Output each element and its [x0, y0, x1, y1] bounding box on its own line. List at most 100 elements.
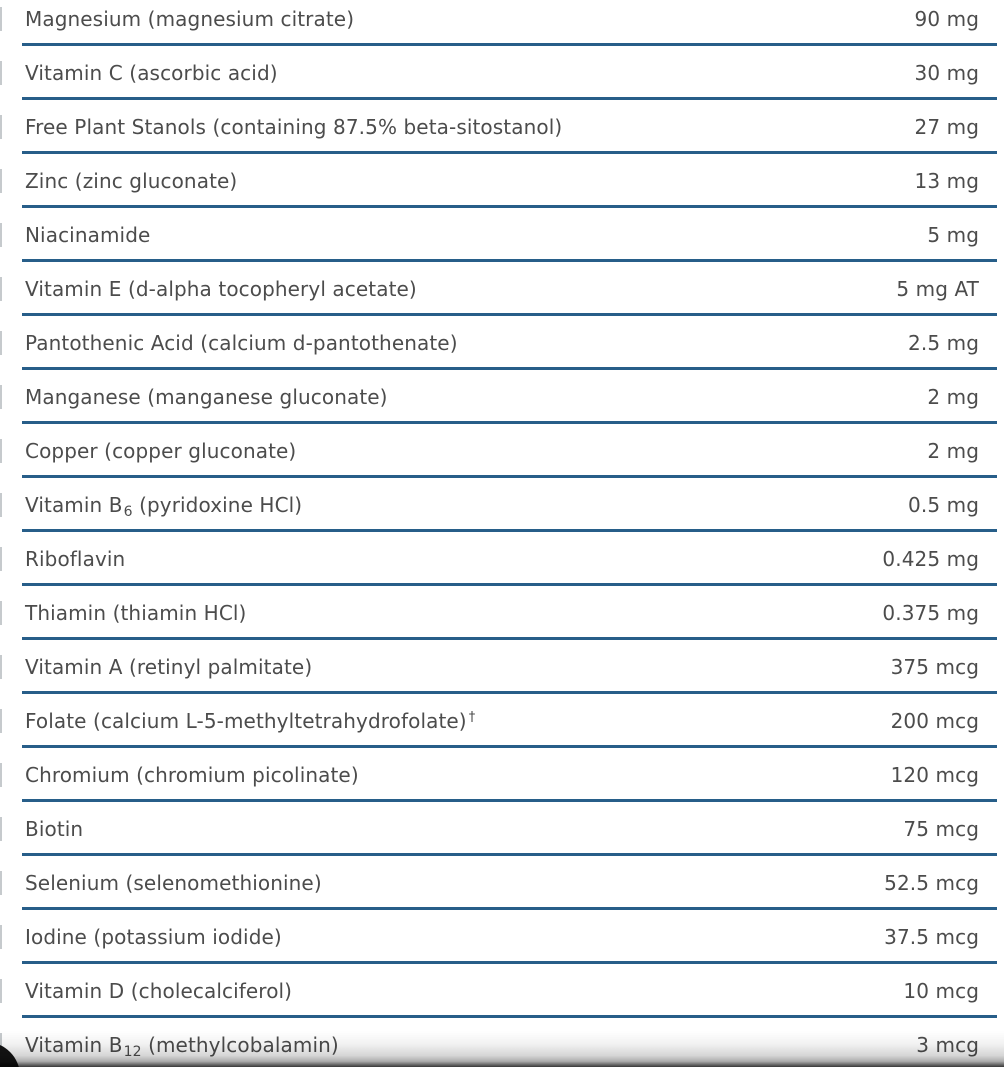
- ingredient-amount: 200 mcg: [890, 709, 979, 733]
- ingredient-amount: 75 mcg: [903, 817, 979, 841]
- ingredient-amount: 2 mg: [927, 439, 979, 463]
- ingredient-name: Manganese (manganese gluconate): [22, 385, 390, 409]
- ingredient-name: Niacinamide: [22, 223, 152, 247]
- table-row: Riboflavin 0.425 mg: [0, 532, 997, 586]
- ingredient-name: Folate (calcium L-5-methyltetrahydrofola…: [22, 709, 475, 733]
- left-edge-tick: [0, 493, 2, 517]
- table-row: Pantothenic Acid (calcium d-pantothenate…: [0, 316, 997, 370]
- table-row: Zinc (zinc gluconate) 13 mg: [0, 154, 997, 208]
- ingredient-name: Vitamin D (cholecalciferol): [22, 979, 294, 1003]
- ingredient-name-text: Thiamin (thiamin HCl): [25, 601, 247, 625]
- ingredient-name: Riboflavin: [22, 547, 127, 571]
- ingredient-name-text: Folate (calcium L-5-methyltetrahydrofola…: [25, 709, 467, 733]
- ingredient-amount: 3 mcg: [916, 1033, 979, 1057]
- table-row: Vitamin B12 (methylcobalamin) 3 mcg: [0, 1018, 997, 1067]
- ingredient-amount: 37.5 mcg: [884, 925, 979, 949]
- ingredient-name-text: Free Plant Stanols (containing 87.5% bet…: [25, 115, 563, 139]
- table-row: Selenium (selenomethionine) 52.5 mcg: [0, 856, 997, 910]
- ingredient-name: Selenium (selenomethionine): [22, 871, 324, 895]
- table-row: Folate (calcium L-5-methyltetrahydrofola…: [0, 694, 997, 748]
- table-row: Vitamin B6 (pyridoxine HCl) 0.5 mg: [0, 478, 997, 532]
- ingredient-name-subscript: 12: [123, 1044, 142, 1060]
- ingredient-name: Pantothenic Acid (calcium d-pantothenate…: [22, 331, 460, 355]
- left-edge-tick: [0, 817, 2, 841]
- left-edge-tick: [0, 601, 2, 625]
- left-edge-tick: [0, 61, 2, 85]
- ingredient-amount: 2.5 mg: [908, 331, 979, 355]
- ingredient-amount: 0.5 mg: [908, 493, 979, 517]
- left-edge-tick: [0, 763, 2, 787]
- ingredient-amount: 30 mg: [914, 61, 979, 85]
- left-edge-tick: [0, 115, 2, 139]
- left-edge-tick: [0, 871, 2, 895]
- left-edge-tick: [0, 385, 2, 409]
- ingredient-name: Zinc (zinc gluconate): [22, 169, 239, 193]
- ingredient-name-text: Vitamin B: [25, 1033, 123, 1057]
- table-row: Vitamin C (ascorbic acid) 30 mg: [0, 46, 997, 100]
- ingredient-name: Magnesium (magnesium citrate): [22, 7, 356, 31]
- left-edge-tick: [0, 331, 2, 355]
- ingredient-amount: 0.425 mg: [882, 547, 979, 571]
- ingredient-name-text: Vitamin A (retinyl palmitate): [25, 655, 313, 679]
- table-row: Biotin 75 mcg: [0, 802, 997, 856]
- ingredient-name-text: Pantothenic Acid (calcium d-pantothenate…: [25, 331, 458, 355]
- table-row: Copper (copper gluconate) 2 mg: [0, 424, 997, 478]
- corner-logo-fragment-icon: [0, 1042, 20, 1067]
- ingredient-amount: 120 mcg: [890, 763, 979, 787]
- left-edge-tick: [0, 655, 2, 679]
- table-row: Free Plant Stanols (containing 87.5% bet…: [0, 100, 997, 154]
- ingredient-name-text: Vitamin E (d-alpha tocopheryl acetate): [25, 277, 417, 301]
- ingredient-amount: 52.5 mcg: [884, 871, 979, 895]
- ingredient-name: Chromium (chromium picolinate): [22, 763, 361, 787]
- ingredient-name: Vitamin B6 (pyridoxine HCl): [22, 493, 303, 520]
- ingredient-name: Copper (copper gluconate): [22, 439, 298, 463]
- left-edge-tick: [0, 223, 2, 247]
- ingredient-amount: 27 mg: [914, 115, 979, 139]
- left-edge-tick: [0, 277, 2, 301]
- table-row: Vitamin D (cholecalciferol) 10 mcg: [0, 964, 997, 1018]
- ingredient-amount: 5 mg AT: [896, 277, 979, 301]
- ingredient-name-text: Chromium (chromium picolinate): [25, 763, 359, 787]
- table-row: Magnesium (magnesium citrate) 90 mg: [0, 0, 997, 46]
- ingredient-amount: 10 mcg: [903, 979, 979, 1003]
- left-edge-tick: [0, 709, 2, 733]
- ingredient-name-text: Magnesium (magnesium citrate): [25, 7, 355, 31]
- table-row: Thiamin (thiamin HCl) 0.375 mg: [0, 586, 997, 640]
- ingredient-name-text: Vitamin C (ascorbic acid): [25, 61, 278, 85]
- table-row: Niacinamide 5 mg: [0, 208, 997, 262]
- ingredient-name: Vitamin E (d-alpha tocopheryl acetate): [22, 277, 419, 301]
- ingredient-name-text: Copper (copper gluconate): [25, 439, 297, 463]
- ingredient-amount: 375 mcg: [890, 655, 979, 679]
- ingredient-name-text: Biotin: [25, 817, 84, 841]
- table-row: Vitamin E (d-alpha tocopheryl acetate) 5…: [0, 262, 997, 316]
- ingredient-name: Biotin: [22, 817, 85, 841]
- ingredient-name: Vitamin C (ascorbic acid): [22, 61, 280, 85]
- ingredient-name-text: Vitamin D (cholecalciferol): [25, 979, 293, 1003]
- ingredient-name-text: Iodine (potassium iodide): [25, 925, 282, 949]
- left-edge-tick: [0, 979, 2, 1003]
- ingredient-amount: 0.375 mg: [882, 601, 979, 625]
- ingredient-amount: 5 mg: [927, 223, 979, 247]
- ingredient-name: Iodine (potassium iodide): [22, 925, 284, 949]
- left-edge-tick: [0, 925, 2, 949]
- left-edge-tick: [0, 439, 2, 463]
- ingredient-name: Thiamin (thiamin HCl): [22, 601, 248, 625]
- ingredient-name-text: (methylcobalamin): [141, 1033, 339, 1057]
- table-row: Vitamin A (retinyl palmitate) 375 mcg: [0, 640, 997, 694]
- ingredient-amount: 90 mg: [914, 7, 979, 31]
- ingredient-amount: 2 mg: [927, 385, 979, 409]
- table-row: Iodine (potassium iodide) 37.5 mcg: [0, 910, 997, 964]
- ingredient-name-text: Vitamin B: [25, 493, 123, 517]
- left-edge-tick: [0, 169, 2, 193]
- ingredient-name: Free Plant Stanols (containing 87.5% bet…: [22, 115, 564, 139]
- ingredient-amount: 13 mg: [914, 169, 979, 193]
- ingredient-name-text: Manganese (manganese gluconate): [25, 385, 388, 409]
- ingredient-name-text: Selenium (selenomethionine): [25, 871, 322, 895]
- ingredient-name-superscript: †: [468, 710, 476, 725]
- ingredient-name-subscript: 6: [123, 504, 133, 520]
- ingredient-name-text: Riboflavin: [25, 547, 126, 571]
- ingredient-name: Vitamin B12 (methylcobalamin): [22, 1033, 340, 1060]
- ingredient-name-text: Niacinamide: [25, 223, 151, 247]
- table-row: Manganese (manganese gluconate) 2 mg: [0, 370, 997, 424]
